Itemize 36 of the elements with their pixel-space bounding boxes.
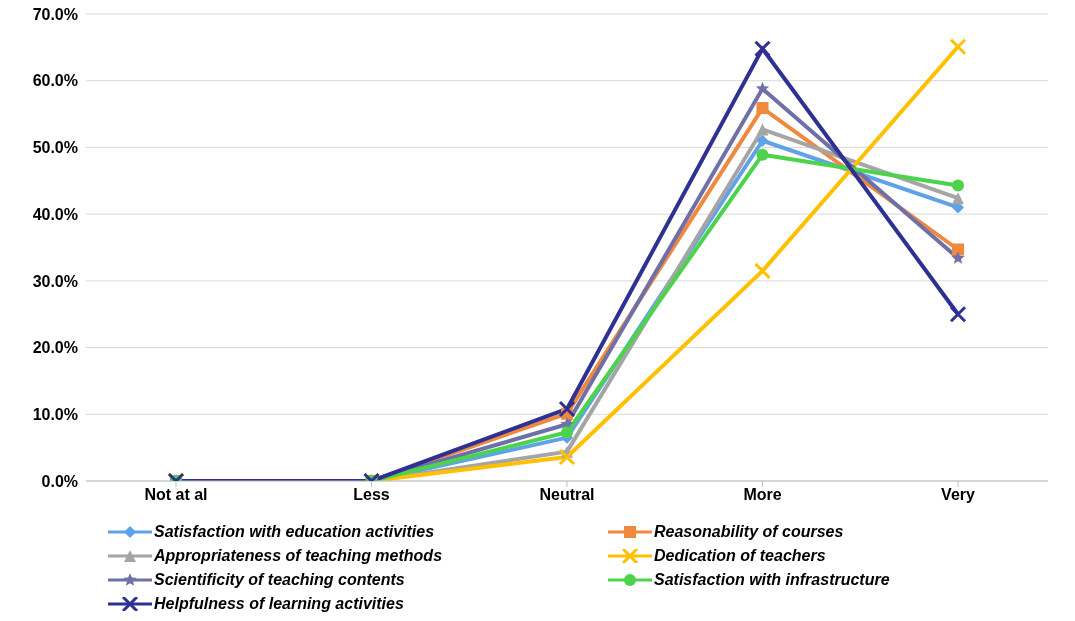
point xyxy=(949,305,967,323)
legend-label: Scientificity of teaching contents xyxy=(154,571,405,589)
legend-label: Appropriateness of teaching methods xyxy=(154,547,443,565)
y-tick-label: 50.0% xyxy=(32,139,78,157)
legend-label: Helpfulness of learning activities xyxy=(154,595,404,613)
x-tick-label: Less xyxy=(353,486,390,504)
point xyxy=(951,251,965,264)
point xyxy=(756,134,769,147)
x-tick-label: Not at al xyxy=(144,486,208,504)
y-tick-label: 70.0% xyxy=(32,5,78,23)
x-tick-label: Neutral xyxy=(539,486,595,504)
point xyxy=(756,102,769,115)
y-tick-label: 30.0% xyxy=(32,272,78,290)
point xyxy=(949,38,967,56)
point xyxy=(561,426,573,439)
point xyxy=(558,400,576,418)
point xyxy=(756,123,769,136)
y-tick-label: 10.0% xyxy=(32,405,78,423)
legend-label: Satisfaction with education activities xyxy=(154,523,435,541)
point xyxy=(755,81,770,95)
y-tick-label: 0.0% xyxy=(41,472,78,490)
y-tick-label: 20.0% xyxy=(32,339,78,357)
x-tick-label: More xyxy=(743,486,782,504)
legend-label: Satisfaction with infrastructure xyxy=(654,571,890,589)
point xyxy=(952,192,964,205)
point xyxy=(754,40,771,58)
point xyxy=(952,179,964,192)
point xyxy=(952,243,964,256)
legend-label: Reasonability of courses xyxy=(654,523,844,541)
point xyxy=(558,448,576,466)
point xyxy=(754,262,771,280)
y-tick-label: 40.0% xyxy=(32,205,78,223)
x-tick-label: Very xyxy=(941,486,976,504)
legend-label: Dedication of teachers xyxy=(654,547,826,565)
point xyxy=(756,148,769,161)
y-tick-label: 60.0% xyxy=(32,72,78,90)
